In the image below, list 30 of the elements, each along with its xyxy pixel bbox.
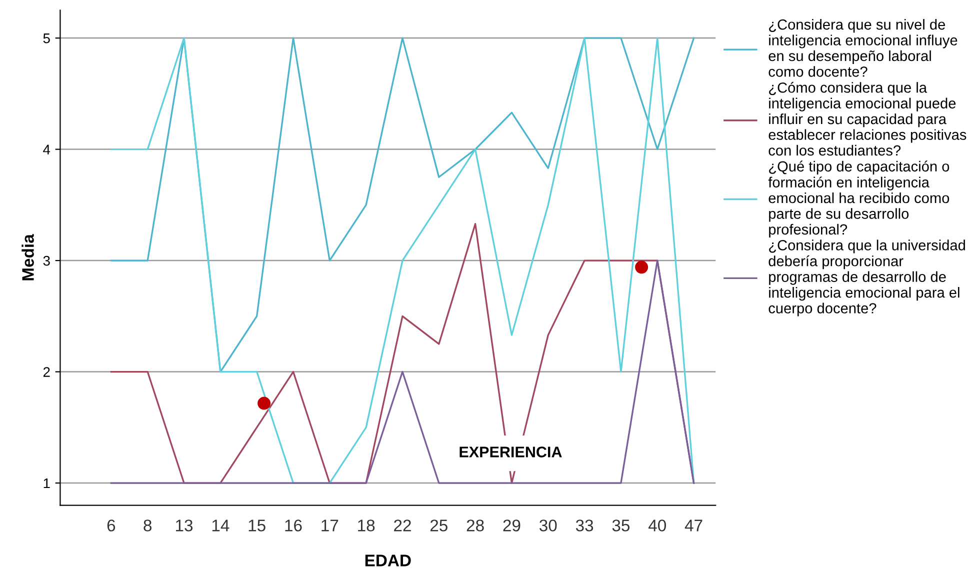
legend-label: ¿Qué tipo de capacitación o formación en inteligencia emocional ha recibido como parte de su desarrollo profesional? — [768, 160, 950, 238]
y-tick-label: 2 — [43, 367, 50, 377]
legend-label: ¿Considera que su nivel de inteligencia emocional influye en su desempeño laboral como docente? — [768, 18, 958, 77]
x-tick-label: 47 — [684, 520, 702, 532]
x-tick-label: 40 — [648, 520, 666, 532]
x-tick-label: 30 — [539, 520, 557, 532]
x-tick-label: 18 — [358, 520, 375, 532]
annotation: EXPERIENCIA — [460, 446, 562, 458]
x-tick-label: 14 — [212, 520, 230, 532]
y-tick-label: 1 — [44, 478, 50, 488]
x-tick-label: 25 — [430, 520, 448, 532]
legend-label: ¿Cómo considera que la inteligencia emocional puede influir en su capacidad para establecer relaciones positivas con los estudiantes? — [768, 82, 966, 156]
x-tick-label: 16 — [285, 520, 302, 532]
x-tick-label: 22 — [394, 520, 411, 532]
x-tick-label: 13 — [176, 520, 193, 532]
x-tick-label: 35 — [612, 520, 630, 532]
x-tick-label: 8 — [144, 520, 152, 532]
x-tick-label: 15 — [248, 520, 266, 532]
x-tick-label: 29 — [503, 520, 520, 532]
line-series — [110, 37, 695, 484]
x-tick-label: 17 — [322, 520, 338, 532]
x-tick-label: 33 — [576, 520, 594, 532]
legend-label: ¿Considera que la universidad debería proporcionar programas de desarrollo de inteligencia emocional para el cuerpo docente? — [768, 240, 965, 316]
x-tick-label: 28 — [466, 520, 484, 532]
y-tick-label: 5 — [43, 34, 50, 44]
y-tick-label: 4 — [43, 144, 50, 154]
x-axis-title: EDAD — [365, 554, 411, 566]
y-axis-title: Media — [22, 234, 34, 280]
y-tick-label: 3 — [43, 256, 50, 266]
x-tick-label: 6 — [107, 520, 116, 532]
